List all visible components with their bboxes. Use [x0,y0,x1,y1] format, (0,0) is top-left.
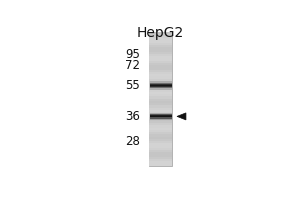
Bar [149,70,172,72]
Bar [149,146,172,148]
Bar [149,79,172,81]
Bar [150,83,172,88]
Bar [149,105,172,108]
Bar [149,67,172,70]
Bar [149,90,172,92]
Bar [149,119,172,121]
Bar [149,152,172,155]
Bar [149,76,172,79]
Text: 72: 72 [125,59,140,72]
Bar [149,110,172,112]
Bar [149,85,172,88]
Bar [149,143,172,146]
Polygon shape [177,113,186,120]
Bar [149,92,172,94]
Bar [149,74,172,76]
Bar [149,157,172,159]
Bar [149,123,172,125]
Bar [149,128,172,130]
Bar [149,159,172,161]
Bar [149,50,172,52]
Bar [150,81,172,90]
Bar [149,72,172,74]
Bar [150,114,172,119]
Bar [149,34,172,36]
Bar [149,121,172,123]
Bar [150,85,172,86]
Bar [149,148,172,150]
Bar [149,161,172,163]
Bar [149,88,172,90]
Bar [149,96,172,99]
Bar [149,65,172,67]
Bar [149,83,172,85]
Bar [149,41,172,43]
Bar [149,163,172,166]
Bar [149,150,172,152]
Bar [149,117,172,119]
Bar [150,116,172,117]
Bar [149,112,172,114]
Bar [150,115,172,117]
Bar [149,56,172,58]
Text: 95: 95 [125,48,140,61]
Bar [150,113,172,120]
Text: 36: 36 [125,110,140,123]
Bar [149,63,172,65]
Bar [149,94,172,96]
Bar [149,36,172,38]
Bar [149,54,172,56]
Bar [149,81,172,83]
Bar [149,114,172,117]
Bar [150,84,172,87]
Bar [149,61,172,63]
Bar [149,139,172,141]
Bar [149,155,172,157]
Bar [149,47,172,50]
Text: HepG2: HepG2 [137,26,184,40]
Bar [149,52,172,54]
Bar [149,108,172,110]
Bar [149,132,172,134]
Text: 28: 28 [125,135,140,148]
Text: 55: 55 [125,79,140,92]
Bar [149,125,172,128]
Bar [149,141,172,143]
Bar [149,32,172,166]
Bar [149,130,172,132]
Bar [149,99,172,101]
Bar [149,137,172,139]
Bar [149,45,172,47]
Bar [149,43,172,45]
Bar [149,134,172,137]
Bar [149,101,172,103]
Bar [149,32,172,34]
Bar [149,58,172,61]
Bar [149,38,172,41]
Bar [149,103,172,105]
